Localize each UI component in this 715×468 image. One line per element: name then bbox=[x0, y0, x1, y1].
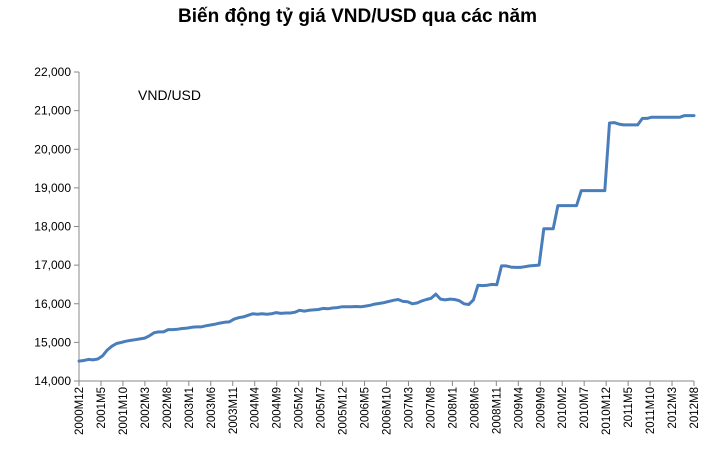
x-tick-label: 2008M1 bbox=[447, 387, 459, 429]
x-tick-label: 2012M3 bbox=[667, 387, 679, 429]
chart-title: Biến động tỷ giá VND/USD qua các năm bbox=[178, 6, 537, 27]
x-tick-label: 2011M5 bbox=[623, 387, 635, 428]
x-tick-label: 2007M3 bbox=[403, 387, 415, 429]
x-tick-label: 2008M11 bbox=[491, 387, 503, 434]
y-tick-label: 21,000 bbox=[34, 104, 71, 118]
x-tick-label: 2010M2 bbox=[557, 387, 569, 429]
y-tick-label: 14,000 bbox=[34, 374, 71, 388]
y-tick-label: 17,000 bbox=[34, 258, 71, 272]
x-tick-label: 2003M6 bbox=[206, 387, 218, 429]
series-layer bbox=[77, 114, 696, 363]
y-tick-label: 18,000 bbox=[34, 220, 71, 234]
x-tick-label: 2007M8 bbox=[425, 387, 437, 429]
y-tick-label: 15,000 bbox=[34, 335, 71, 349]
x-tick-label: 2009M4 bbox=[513, 386, 525, 428]
x-tick-label: 2001M5 bbox=[96, 387, 108, 429]
x-tick-label: 2001M10 bbox=[118, 387, 130, 435]
x-tick-label: 2010M7 bbox=[579, 387, 591, 429]
x-tick-label: 2000M12 bbox=[74, 387, 86, 435]
x-tick-label: 2006M10 bbox=[382, 387, 394, 435]
y-tick-label: 16,000 bbox=[34, 297, 71, 311]
y-tick-label: 19,000 bbox=[34, 181, 71, 195]
x-tick-label: 2003M1 bbox=[184, 387, 196, 429]
x-tick-label: 2004M4 bbox=[250, 386, 262, 428]
x-tick-label: 2003M11 bbox=[228, 387, 240, 434]
series-label: VND/USD bbox=[138, 87, 201, 103]
x-tick-label: 2004M9 bbox=[272, 387, 284, 429]
x-tick-label: 2005M12 bbox=[338, 387, 350, 435]
x-tick-label: 2006M5 bbox=[360, 387, 372, 429]
x-tick-label: 2005M2 bbox=[294, 387, 306, 429]
x-tick-label: 2008M6 bbox=[469, 387, 481, 429]
x-tick-label: 2005M7 bbox=[316, 387, 328, 429]
x-tick-label: 2009M9 bbox=[535, 387, 547, 429]
y-axis: 14,000 15,000 16,000 17,000 18,000 19,000 20,0… bbox=[34, 65, 80, 388]
y-tick-label: 22,000 bbox=[34, 65, 71, 79]
series-line-vnd-usd bbox=[77, 114, 696, 363]
x-tick-label: 2011M10 bbox=[645, 387, 657, 434]
x-tick-label: 2012M8 bbox=[689, 387, 701, 429]
y-tick-label: 20,000 bbox=[34, 142, 71, 156]
x-axis: 2000M12 2001M5 2001M10 2002M3 2002M8 2003M1 20… bbox=[74, 380, 701, 435]
x-tick-label: 2002M3 bbox=[140, 387, 152, 429]
x-tick-label: 2002M8 bbox=[162, 387, 174, 429]
x-tick-label: 2010M12 bbox=[601, 387, 613, 435]
